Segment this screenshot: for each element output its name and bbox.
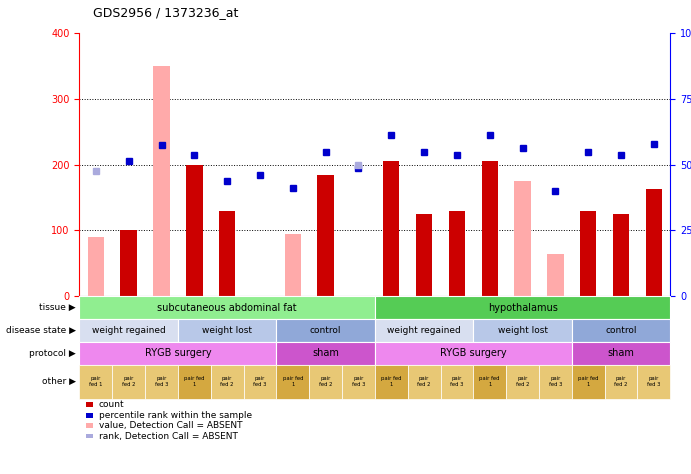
- Text: pair
fed 2: pair fed 2: [122, 376, 135, 387]
- Text: pair fed
1: pair fed 1: [283, 376, 303, 387]
- Text: weight lost: weight lost: [202, 326, 252, 335]
- Bar: [613, 214, 630, 296]
- Text: pair fed
1: pair fed 1: [578, 376, 598, 387]
- Text: sham: sham: [607, 348, 634, 358]
- Text: value, Detection Call = ABSENT: value, Detection Call = ABSENT: [99, 421, 243, 430]
- Bar: [547, 254, 564, 296]
- Text: pair fed
1: pair fed 1: [184, 376, 205, 387]
- Bar: [482, 162, 498, 296]
- Text: protocol ▶: protocol ▶: [29, 349, 76, 357]
- Text: count: count: [99, 401, 124, 409]
- Text: pair
fed 3: pair fed 3: [352, 376, 365, 387]
- Bar: [448, 211, 465, 296]
- Bar: [580, 211, 596, 296]
- Bar: [416, 214, 433, 296]
- Bar: [317, 174, 334, 296]
- Text: pair
fed 2: pair fed 2: [319, 376, 332, 387]
- Bar: [285, 234, 301, 296]
- Text: pair
fed 3: pair fed 3: [451, 376, 464, 387]
- Bar: [88, 237, 104, 296]
- Text: RYGB surgery: RYGB surgery: [144, 348, 211, 358]
- Text: percentile rank within the sample: percentile rank within the sample: [99, 411, 252, 419]
- Bar: [186, 165, 202, 296]
- Bar: [153, 66, 170, 296]
- Text: hypothalamus: hypothalamus: [488, 302, 558, 313]
- Bar: [514, 181, 531, 296]
- Text: pair
fed 2: pair fed 2: [220, 376, 234, 387]
- Text: control: control: [605, 326, 637, 335]
- Text: pair
fed 3: pair fed 3: [254, 376, 267, 387]
- Text: control: control: [310, 326, 341, 335]
- Text: GDS2956 / 1373236_at: GDS2956 / 1373236_at: [93, 6, 238, 19]
- Text: pair
fed 2: pair fed 2: [515, 376, 529, 387]
- Text: RYGB surgery: RYGB surgery: [440, 348, 507, 358]
- Text: pair fed
1: pair fed 1: [381, 376, 401, 387]
- Text: weight regained: weight regained: [92, 326, 166, 335]
- Text: pair
fed 3: pair fed 3: [647, 376, 661, 387]
- Text: other ▶: other ▶: [42, 377, 76, 386]
- Text: pair
fed 2: pair fed 2: [614, 376, 628, 387]
- Bar: [120, 230, 137, 296]
- Text: disease state ▶: disease state ▶: [6, 326, 76, 335]
- Text: weight regained: weight regained: [387, 326, 461, 335]
- Bar: [219, 211, 236, 296]
- Text: pair
fed 2: pair fed 2: [417, 376, 431, 387]
- Text: rank, Detection Call = ABSENT: rank, Detection Call = ABSENT: [99, 432, 238, 440]
- Text: pair
fed 3: pair fed 3: [155, 376, 168, 387]
- Text: sham: sham: [312, 348, 339, 358]
- Text: weight lost: weight lost: [498, 326, 547, 335]
- Text: tissue ▶: tissue ▶: [39, 303, 76, 312]
- Bar: [645, 189, 662, 296]
- Text: pair fed
1: pair fed 1: [480, 376, 500, 387]
- Text: pair
fed 1: pair fed 1: [89, 376, 103, 387]
- Text: pair
fed 3: pair fed 3: [549, 376, 562, 387]
- Text: subcutaneous abdominal fat: subcutaneous abdominal fat: [158, 302, 297, 313]
- Bar: [383, 162, 399, 296]
